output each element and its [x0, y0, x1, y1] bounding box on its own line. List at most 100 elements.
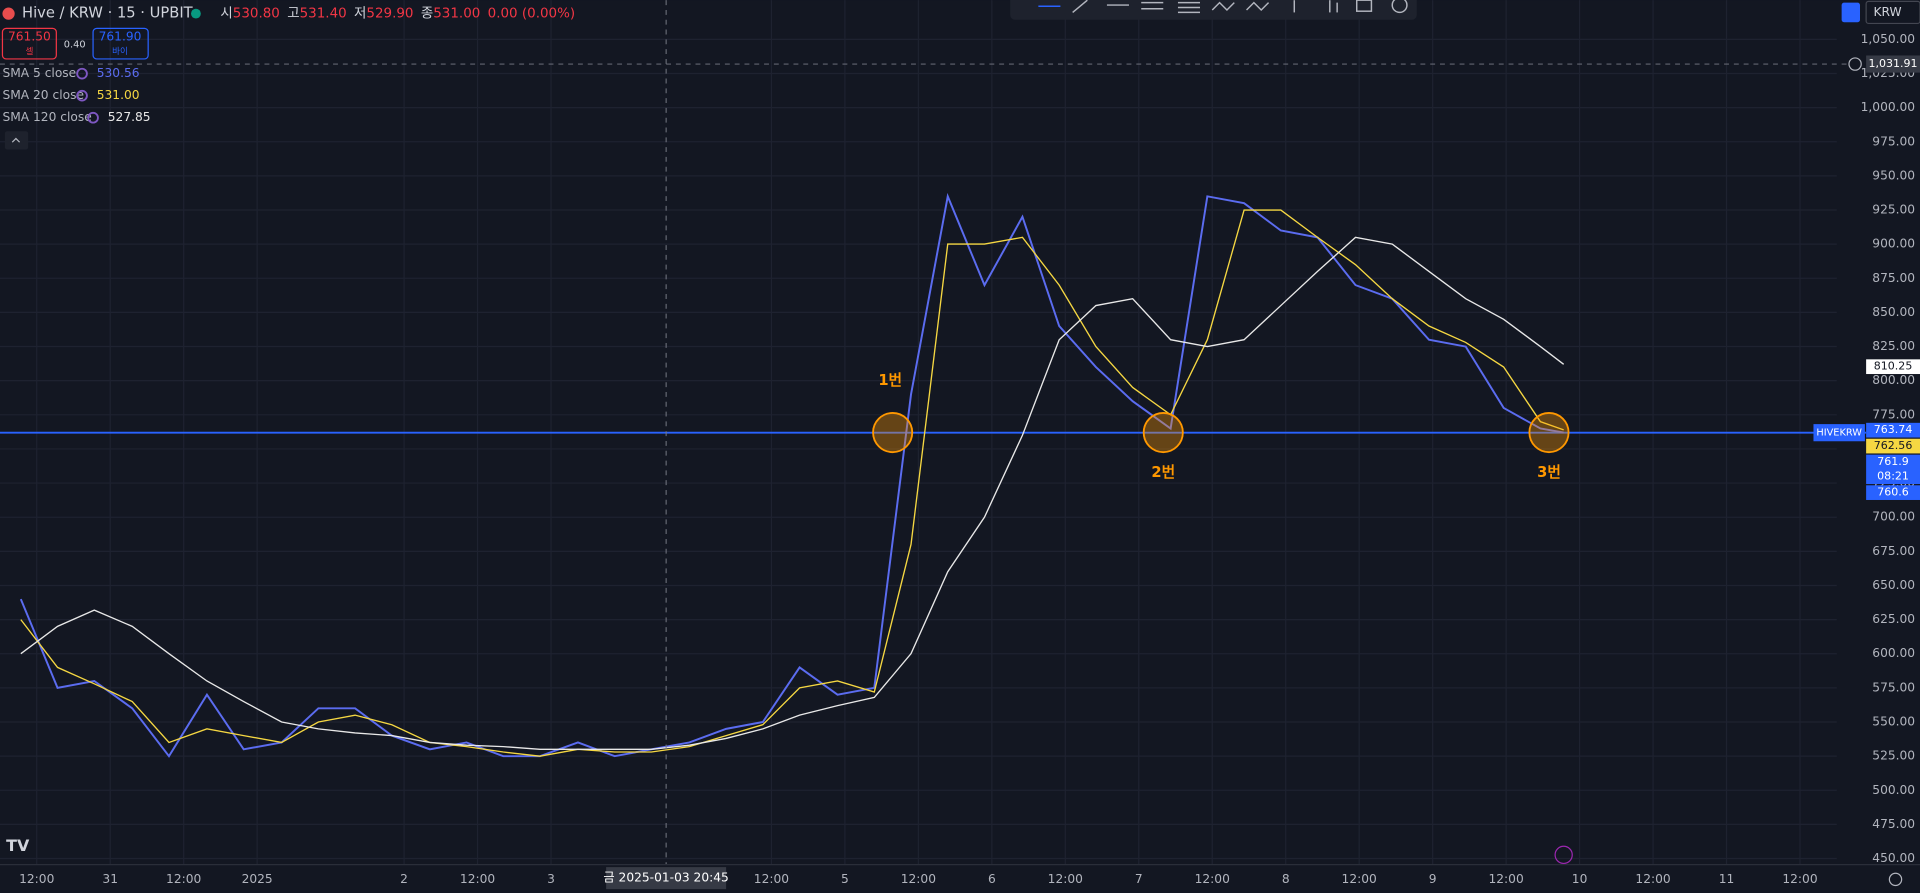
collapse-legend[interactable]: [4, 131, 29, 150]
sell-price[interactable]: 761.50: [8, 29, 51, 43]
y-tick-label: 475.00: [1872, 817, 1915, 831]
crosshair-price: 1,031.91: [1869, 57, 1918, 70]
legend-value: 527.85: [108, 110, 151, 124]
x-tick-label: 12:00: [1048, 872, 1083, 886]
spread: 0.40: [64, 39, 86, 50]
crosshair-time-box: [606, 867, 727, 890]
price-label-box: [1866, 422, 1920, 438]
x-tick-label: 10: [1572, 872, 1588, 886]
x-tick-label: 31: [102, 872, 118, 886]
price-label-box: [1866, 454, 1920, 485]
grid: [0, 0, 1837, 865]
ohlc-item: 종: [421, 7, 433, 22]
sell-label[interactable]: 셀: [25, 46, 33, 57]
x-tick-label: 12:00: [166, 872, 201, 886]
legend-icon: [76, 89, 88, 102]
x-tick-label: 12:00: [1195, 872, 1230, 886]
currency[interactable]: KRW: [1873, 5, 1901, 19]
series-line: [20, 209, 1564, 757]
ohlc: 시530.80 고531.40 저529.90 종531.00 0.00 (0.00%): [220, 6, 575, 22]
y-tick-label: 450.00: [1872, 851, 1915, 865]
symbol-label: HIVEKRW: [1816, 428, 1862, 439]
ohlc-item: 고: [287, 7, 299, 22]
ohlc-item: 531.00: [433, 7, 480, 22]
alert-icon[interactable]: [1554, 845, 1573, 865]
price-label: 762.56: [1874, 439, 1913, 452]
annotation-circle: [1528, 412, 1570, 454]
ohlc-item: 531.40: [300, 7, 347, 22]
y-tick-label: 875.00: [1872, 271, 1915, 285]
crosshair-price-box: [1866, 55, 1920, 73]
x-tick-label: 12:00: [1488, 872, 1523, 886]
x-tick-label: 12:00: [1782, 872, 1817, 886]
y-tick-label: 850.00: [1872, 305, 1915, 319]
legend-name: SMA 20 close: [2, 88, 84, 102]
price-label: 761.9: [1877, 455, 1909, 468]
y-tick-label: 525.00: [1872, 749, 1915, 763]
settings-button[interactable]: [1841, 2, 1860, 23]
y-tick-label: 675.00: [1872, 544, 1915, 558]
ohlc-item: 530.80: [233, 7, 280, 22]
legend-value: 530.56: [97, 66, 140, 80]
price-label-box: [1866, 438, 1920, 454]
x-tick-label: 6: [988, 872, 996, 886]
annotation-label: 2번: [1151, 464, 1175, 481]
y-tick-label: 600.00: [1872, 646, 1915, 660]
y-tick-label: 1,000.00: [1861, 100, 1915, 114]
price-label: 763.74: [1874, 423, 1913, 436]
legend-value: 531.00: [97, 88, 140, 102]
x-tick-label: 5: [841, 872, 849, 886]
y-tick-label: 800.00: [1872, 373, 1915, 387]
symbol[interactable]: Hive / KRW · 15 · UPBIT: [22, 5, 194, 22]
y-tick-label: 650.00: [1872, 578, 1915, 592]
x-tick-label: 9: [1429, 872, 1437, 886]
ohlc-item: 시: [220, 7, 232, 22]
ohlc-item: 529.90: [366, 7, 413, 22]
legend-name: SMA 120 close: [2, 110, 91, 124]
ohlc-item: 0.00 (0.00%): [488, 7, 575, 22]
y-tick-label: 975.00: [1872, 134, 1915, 148]
logo: TV: [6, 836, 30, 855]
x-tick-label: 7: [1135, 872, 1143, 886]
price-label-box: [1866, 485, 1920, 500]
ohlc-item: 저: [354, 6, 366, 22]
buy-price[interactable]: 761.90: [99, 29, 142, 43]
annotation-circle: [872, 412, 914, 454]
annotation-label: 1번: [878, 372, 902, 389]
buy-button[interactable]: 761.90 바이: [92, 27, 149, 60]
series-line: [20, 236, 1565, 750]
collapse-icon: [11, 137, 21, 143]
market-status: [191, 8, 201, 19]
x-tick-label: 2: [400, 872, 408, 886]
x-tick-label: 12:00: [1342, 872, 1377, 886]
time-axis: 12:00 31 12:00 2025 2 12:00 3 12:00 5 12:00 6 12:00…: [19, 867, 1818, 890]
crosshair-time: 금 2025-01-03 20:45: [603, 871, 728, 885]
y-tick-label: 575.00: [1872, 680, 1915, 694]
legend-icon: [87, 111, 99, 124]
x-tick-label: 3: [547, 872, 555, 886]
add-alert-button[interactable]: [1848, 57, 1862, 71]
price-label-box: [1866, 359, 1920, 375]
symbol-icon: [2, 7, 15, 20]
buy-label[interactable]: 바이: [112, 46, 128, 57]
x-tick-label: 11: [1719, 872, 1735, 886]
x-tick-label: 2025: [242, 872, 273, 886]
y-tick-label: 625.00: [1872, 612, 1915, 626]
legend-icon: [76, 67, 88, 80]
x-tick-label: 8: [1282, 872, 1290, 886]
countdown: 08:21: [1877, 470, 1909, 483]
legend-name: SMA 5 close: [2, 66, 76, 80]
y-tick-label: 550.00: [1872, 714, 1915, 728]
plot: 1번 2번 3번: [0, 63, 1867, 758]
drawing-toolbar[interactable]: [1010, 0, 1417, 20]
sell-button[interactable]: 761.50 셀: [1, 27, 57, 60]
axis-settings[interactable]: [1888, 872, 1903, 887]
y-tick-label: 500.00: [1872, 783, 1915, 797]
x-tick-label: 12:00: [901, 872, 936, 886]
price-label: 760.6: [1877, 486, 1909, 499]
currency-button[interactable]: [1865, 0, 1920, 25]
x-tick-label: 12:00: [19, 872, 54, 886]
